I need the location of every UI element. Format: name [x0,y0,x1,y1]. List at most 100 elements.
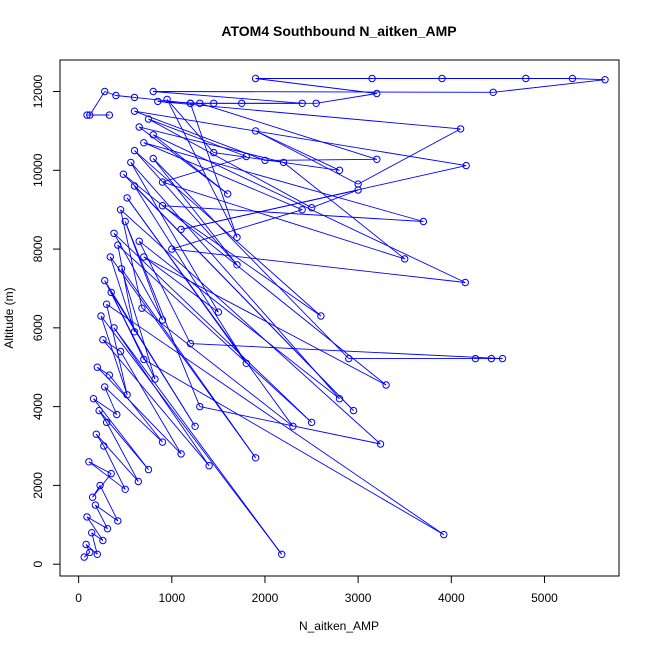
data-point [85,458,93,466]
series-line-segment [94,504,108,529]
series-line-segment [189,103,238,238]
data-point [205,462,213,470]
series-line-segment [138,240,191,344]
series-line-segment [88,461,126,490]
series-line-segment [85,544,91,553]
x-axis-label: N_aitken_AMP [299,619,379,633]
data-point [354,186,362,194]
data-point [462,161,470,170]
data-point [116,206,125,214]
series-line-segment [104,386,118,415]
plot-area-frame [59,59,620,577]
series-line-segment [153,91,494,93]
series-line-segment [138,126,228,195]
series-line-segment [143,142,303,211]
y-tick-label: 0 [31,561,45,568]
x-tick-label: 2000 [252,591,279,605]
series-line-segment [95,433,139,482]
series-line-segment [91,532,104,541]
series-line-segment [171,248,466,283]
data-point [498,354,507,363]
data-point [489,88,497,97]
series-line-segment [89,91,106,116]
series-line-segment [100,315,128,395]
series-line-segment [255,130,359,185]
data-point [96,481,104,490]
series-line-segment [143,256,219,313]
data-point [101,276,109,285]
series-line-segment [166,99,238,238]
series-line-segment [88,461,112,474]
series-line-segment [117,244,312,423]
data-point [130,93,139,102]
chart-title: ATOM4 Southbound N_aitken_AMP [221,23,456,39]
data-point [117,265,126,273]
series-line-segment [162,205,424,222]
data-point [349,406,358,415]
series-line-segment [117,245,135,332]
series-line-segment [130,162,340,399]
data-point [130,182,139,190]
series-line-segment [162,205,322,317]
data-point [99,536,107,545]
data-point [289,422,297,430]
data-point [107,469,115,478]
series-line-segment [213,152,340,171]
data-point [130,107,139,115]
series-line-segment [86,516,108,530]
data-point [127,158,135,167]
data-point [123,194,131,202]
data-point [93,363,102,371]
series-line-segment [141,307,294,427]
data-point [335,395,344,403]
series-line-segment [93,398,118,415]
data-point [298,206,306,214]
data-point [196,99,204,108]
data-point [238,99,246,108]
series-line-segment [283,162,405,260]
series-line-segment [572,78,606,81]
data-point [110,324,118,332]
data-point [86,548,94,557]
series-line-segment [106,304,128,395]
data-point [186,99,195,108]
data-point [373,155,381,164]
data-point [335,166,344,175]
data-point [91,501,100,509]
data-point [214,308,223,316]
data-point [86,111,94,119]
data-point [110,229,118,238]
data-point [99,336,107,344]
data-point [121,217,129,226]
data-point [278,550,286,558]
data-point [95,406,103,415]
series-line-segment [126,197,247,364]
series-line-segment [493,79,606,93]
data-point [140,355,148,364]
data-point [261,156,269,165]
data-point [233,233,241,242]
data-point [144,115,153,123]
y-tick-label: 10000 [31,153,45,187]
series-line-segment [255,78,377,94]
data-point [106,253,115,261]
data-point [163,95,171,104]
series-line-segment [104,280,156,380]
series-line-segment [143,359,445,535]
series-points [80,74,609,561]
data-point [242,359,251,367]
series-line-segment [255,130,340,171]
series-line-segment [98,410,149,470]
data-point [88,529,96,537]
series-line-segment [181,165,467,230]
series-line-segment [134,110,467,167]
series-line-segment [104,386,163,443]
data-point [135,123,143,131]
data-point [522,74,530,83]
data-point [177,225,185,234]
x-axis: 0 1000 2000 3000 4000 5000 [75,575,558,605]
data-point [107,288,115,297]
series-line-segment [95,504,119,522]
data-point [102,418,111,427]
